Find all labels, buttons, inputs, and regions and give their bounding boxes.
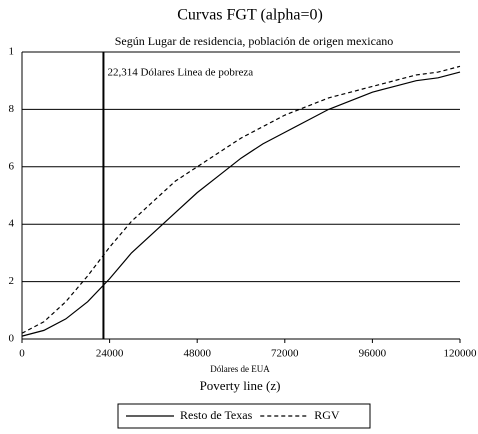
series-line (21, 71, 461, 337)
legend-label: RGV (314, 408, 340, 422)
y-tick-label: 4 (9, 218, 15, 230)
x-tick-label: 0 (19, 348, 25, 360)
chart-title: Curvas FGT (alpha=0) (177, 7, 323, 24)
y-tick-label: 2 (9, 275, 15, 287)
y-tick-label: 0 (9, 333, 15, 345)
x-axis-unit: Dólares de EUA (210, 364, 270, 374)
x-tick-label: 72000 (271, 348, 299, 360)
y-tick-label: 1 (9, 46, 15, 58)
chart-subtitle: Según Lugar de residencia, población de … (115, 34, 394, 48)
x-tick-label: 120000 (444, 348, 478, 360)
series-line (21, 65, 461, 334)
legend-label: Resto de Texas (180, 408, 253, 422)
x-axis-title: Poverty line (z) (200, 378, 281, 393)
x-tick-label: 96000 (359, 348, 387, 360)
y-tick-label: 8 (9, 103, 15, 115)
annotation: 22,314 Dólares Linea de pobreza (107, 67, 253, 79)
x-tick-label: 48000 (183, 348, 211, 360)
y-tick-label: 6 (9, 160, 15, 172)
x-tick-label: 24000 (96, 348, 124, 360)
